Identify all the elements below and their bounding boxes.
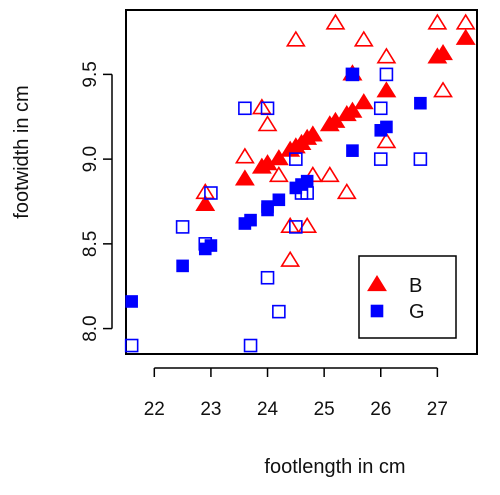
point-g-open bbox=[289, 220, 303, 234]
legend-label-b: B bbox=[409, 275, 422, 297]
point-b-open bbox=[336, 182, 357, 200]
point-g-filled bbox=[300, 174, 314, 188]
y-tick-label: 9.0 bbox=[80, 146, 101, 172]
point-b-open bbox=[257, 115, 278, 132]
plot-frame bbox=[125, 9, 478, 355]
point-b-open bbox=[234, 147, 255, 164]
data-points bbox=[124, 13, 476, 353]
x-tick-label: 26 bbox=[370, 399, 391, 420]
point-b-filled bbox=[455, 28, 476, 45]
point-g-filled bbox=[346, 144, 359, 157]
y-axis: 8.0 8.5 9.0 9.5 bbox=[80, 61, 113, 342]
point-g-filled bbox=[125, 295, 138, 308]
point-b-open bbox=[325, 13, 346, 30]
point-g-filled bbox=[272, 193, 286, 207]
point-b-filled bbox=[234, 169, 255, 186]
y-tick-label: 8.0 bbox=[80, 315, 101, 341]
point-g-open bbox=[243, 338, 258, 353]
x-axis: 22 23 24 25 26 27 bbox=[144, 367, 448, 420]
point-b-filled bbox=[376, 81, 397, 98]
y-tick-label: 9.5 bbox=[80, 61, 101, 87]
point-g-open bbox=[260, 101, 275, 116]
legend-box bbox=[358, 255, 457, 339]
point-b-open bbox=[280, 250, 301, 267]
point-g-filled bbox=[204, 239, 218, 252]
y-axis-label: footwidth in cm bbox=[11, 85, 33, 218]
legend-label-g: G bbox=[409, 301, 425, 323]
point-b-filled bbox=[302, 125, 323, 142]
x-tick-label: 25 bbox=[314, 399, 335, 420]
x-tick-label: 24 bbox=[257, 399, 279, 420]
legend-marker-b bbox=[367, 274, 387, 292]
point-b-open bbox=[268, 166, 289, 183]
point-b-open bbox=[353, 30, 374, 47]
point-g-open bbox=[373, 101, 388, 116]
point-g-open bbox=[289, 152, 303, 166]
point-g-open bbox=[272, 304, 286, 319]
x-tick-label: 22 bbox=[144, 399, 165, 420]
point-g-filled bbox=[176, 259, 189, 273]
point-b-open bbox=[433, 81, 453, 98]
point-g-open bbox=[413, 152, 428, 166]
point-g-open bbox=[260, 270, 275, 285]
point-b-open bbox=[319, 166, 340, 183]
y-tick-label: 8.5 bbox=[80, 231, 101, 257]
point-g-open bbox=[124, 338, 139, 353]
point-b-open bbox=[376, 47, 397, 64]
point-b-open bbox=[427, 13, 448, 30]
point-b-filled bbox=[433, 44, 453, 61]
point-g-open bbox=[379, 67, 394, 82]
point-g-open bbox=[238, 101, 252, 116]
point-b-filled bbox=[353, 93, 374, 110]
x-tick-label: 23 bbox=[200, 399, 221, 420]
point-g-filled bbox=[380, 120, 393, 134]
point-g-filled bbox=[244, 213, 257, 227]
point-b-open bbox=[285, 30, 306, 47]
point-b-open bbox=[376, 132, 397, 149]
point-g-open bbox=[175, 220, 190, 234]
legend: BG bbox=[358, 255, 457, 339]
point-b-filled bbox=[342, 101, 363, 118]
legend-marker-g bbox=[370, 304, 384, 318]
x-tick-label: 27 bbox=[427, 399, 448, 420]
point-b-open bbox=[297, 216, 318, 233]
x-axis-label: footlength in cm bbox=[264, 456, 405, 478]
point-g-open bbox=[204, 186, 218, 200]
point-g-open bbox=[373, 152, 388, 166]
point-g-filled bbox=[414, 96, 427, 110]
point-g-filled bbox=[261, 200, 274, 213]
point-b-filled bbox=[195, 194, 216, 211]
point-b-open bbox=[455, 13, 476, 30]
point-g-filled bbox=[346, 68, 359, 81]
point-b-filled bbox=[268, 149, 289, 166]
